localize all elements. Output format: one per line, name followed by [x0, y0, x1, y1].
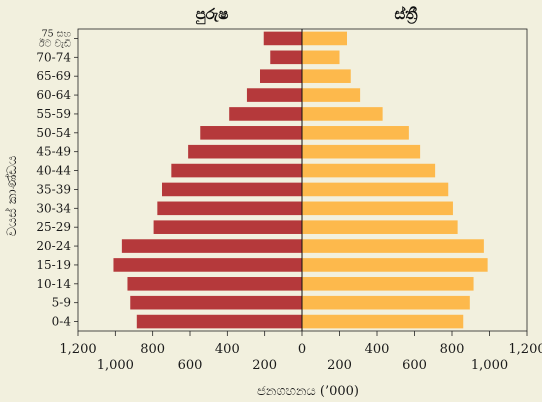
x-tick-label-upper-left-1: 1,200: [59, 342, 96, 357]
y-tick-label-12: 20-24: [36, 239, 71, 253]
x-tick-label-upper-row-right-1: 400: [365, 342, 390, 357]
x-tick-label-lower-row-right-3: 1,000: [471, 358, 508, 373]
female-bar-13: [302, 258, 488, 272]
female-bar-4: [302, 88, 361, 102]
y-tick-label-3: 65-69: [36, 69, 71, 83]
x-tick-label-lower-row-right-1: 200: [327, 358, 352, 373]
female-bar-7: [302, 144, 421, 159]
male-bar-4: [246, 88, 302, 102]
female-bar-9: [302, 182, 449, 197]
female-panel-title: ස්ත්‍රී: [395, 5, 419, 25]
x-tick-label-lower-left-2: 600: [178, 358, 203, 373]
female-bar-1: [302, 31, 347, 46]
plot-area: 75 සහ ඊට වැඩි70-74 65-69 60-64 55-59 50-54 45-…: [36, 28, 542, 373]
male-bar-16: [136, 314, 302, 329]
x-tick-label-lower-left-1: 1,000: [97, 358, 134, 373]
male-bar-1: [263, 31, 302, 46]
female-bar-5: [302, 107, 383, 121]
female-bar-2: [302, 50, 340, 65]
x-tick-label-upper-row-right-2: 800: [440, 342, 465, 357]
x-tick-label-upper-left-3: 400: [215, 342, 240, 357]
male-bar-2: [270, 50, 302, 65]
y-tick-label-7: 45-49: [36, 145, 71, 159]
female-bar-3: [302, 69, 351, 83]
x-tick-label-upper-left-4: 0: [298, 342, 306, 357]
male-bar-11: [153, 220, 302, 234]
x-axis-label: ජනගහනය (’000): [257, 384, 359, 399]
y-tick-label-4: 60-64: [36, 88, 71, 102]
female-bar-16: [302, 314, 464, 329]
y-tick-label-16: 0-4: [52, 315, 72, 329]
y-tick-label-6: 50-54: [36, 126, 71, 140]
y-tick-label-8: 40-44: [36, 164, 71, 178]
y-tick-label-9: 35-39: [36, 182, 71, 196]
y-tick-label-14: 10-14: [36, 277, 71, 291]
male-bar-14: [127, 277, 302, 291]
y-tick-label-13: 15-19: [36, 258, 71, 272]
female-bar-6: [302, 126, 409, 140]
y-tick-label-15: 5-9: [52, 296, 71, 310]
y-axis-label: වයස් කාණ්ඩය: [4, 156, 20, 237]
x-tick-label-upper-left-2: 800: [140, 342, 165, 357]
male-bar-8: [171, 163, 302, 178]
female-bar-10: [302, 201, 453, 216]
male-bar-15: [130, 295, 302, 310]
female-bar-12: [302, 239, 484, 253]
male-bar-3: [260, 69, 302, 83]
male-bar-9: [162, 182, 302, 197]
male-bar-13: [113, 258, 302, 272]
male-bar-12: [121, 239, 302, 253]
female-bar-8: [302, 163, 436, 178]
y-tick-label-5: 55-59: [36, 107, 71, 121]
x-tick-label-lower-row-right-2: 600: [402, 358, 427, 373]
male-bar-10: [157, 201, 302, 216]
female-bar-15: [302, 295, 470, 310]
x-tick-label-upper-row-right-3: 1,200: [508, 342, 542, 357]
x-tick-label-lower-left-3: 200: [252, 358, 277, 373]
y-tick-label-10: 30-34: [36, 201, 71, 215]
female-bar-11: [302, 220, 458, 234]
male-bar-7: [188, 144, 302, 159]
male-bar-5: [229, 107, 302, 121]
male-bar-6: [200, 126, 302, 140]
y-tick-label-1: 75 සහ ඊට වැඩි: [39, 28, 72, 49]
male-panel-title: පුරුෂ: [196, 5, 229, 25]
female-bar-14: [302, 277, 474, 291]
y-tick-label-2: 70-74: [36, 50, 71, 64]
y-tick-label-11: 25-29: [36, 220, 71, 234]
